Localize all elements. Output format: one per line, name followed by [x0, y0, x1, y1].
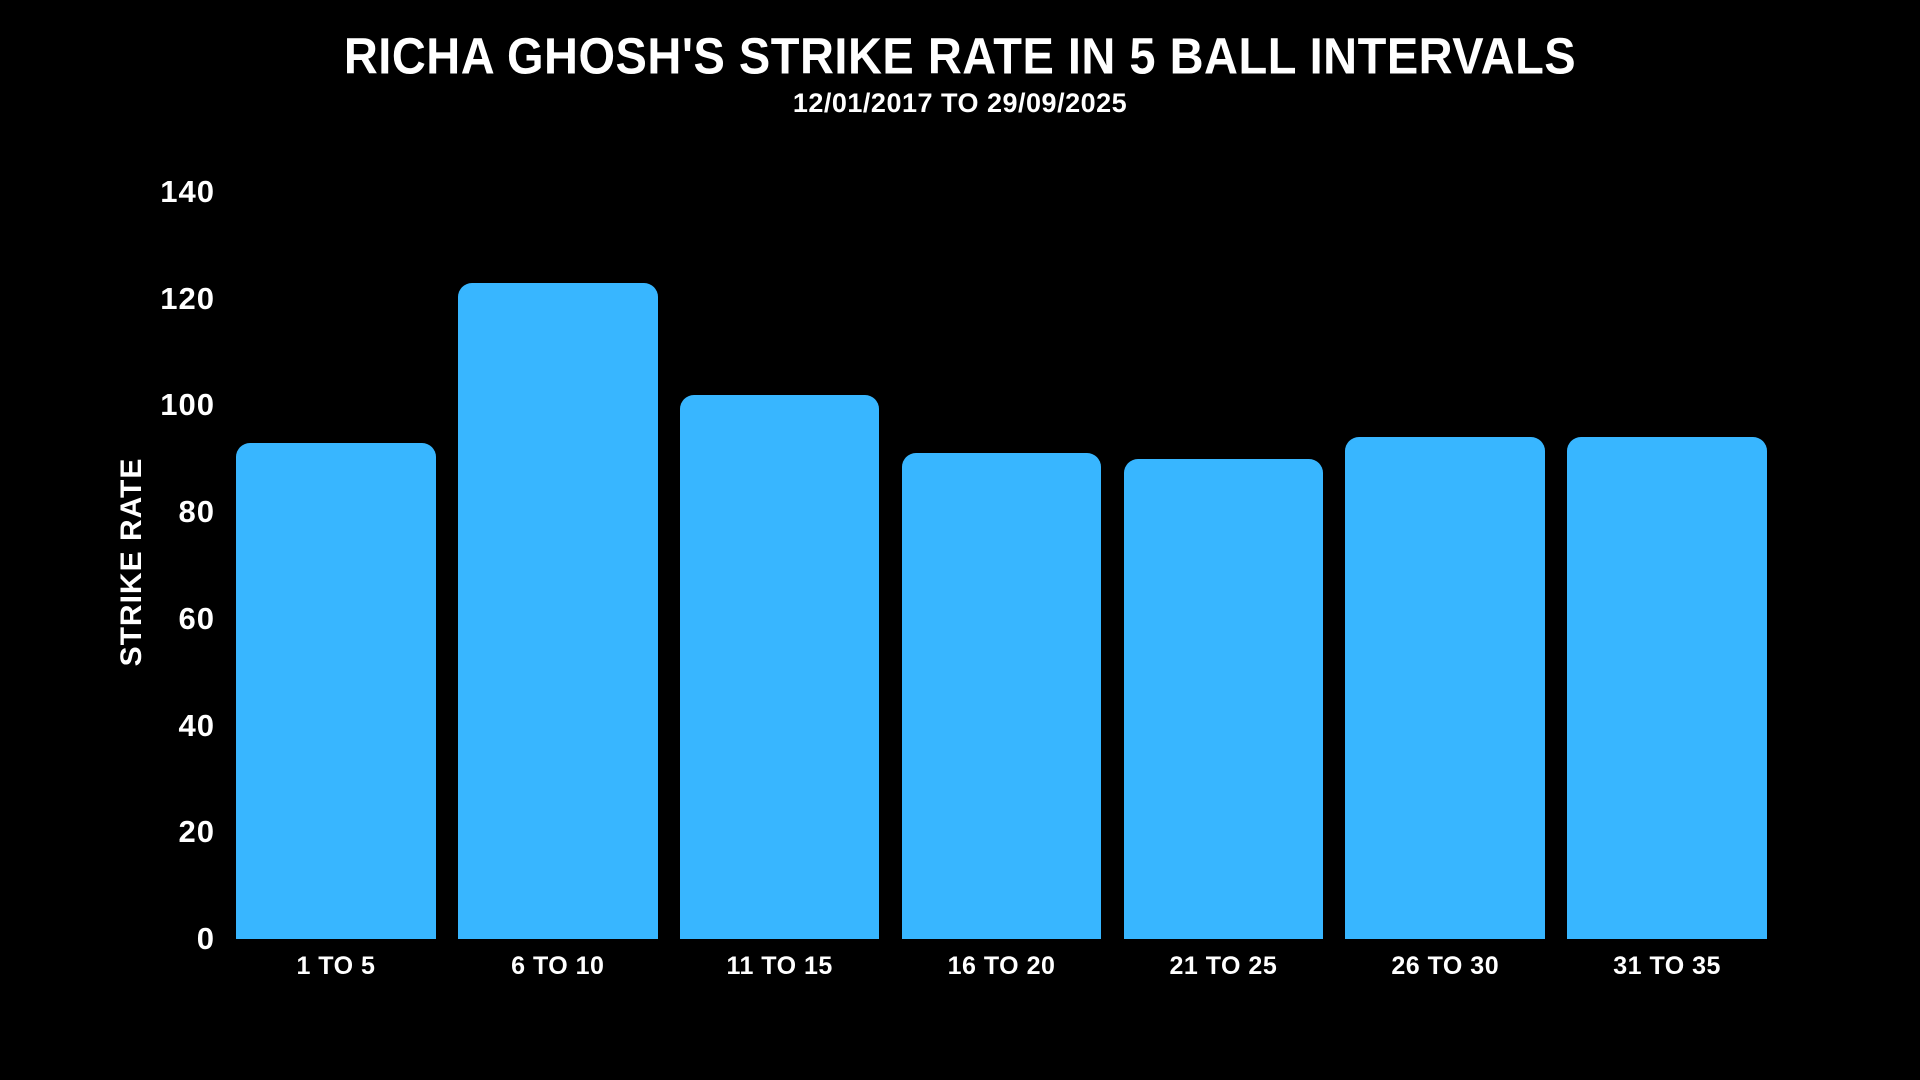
bar-26-to-30 [1345, 437, 1546, 939]
y-tick-label-140: 140 [160, 174, 215, 209]
y-tick-label-40: 40 [178, 707, 215, 743]
x-category-label: 31 TO 35 [1613, 952, 1721, 980]
bar-16-to-20 [901, 453, 1102, 939]
y-tick-label-80: 80 [178, 494, 215, 530]
bar-slot-3: 11 TO 15 [669, 192, 891, 980]
bar-slot-4: 16 TO 20 [891, 192, 1113, 980]
bar-1-to-5 [236, 442, 436, 939]
bar-6-to-10 [457, 282, 658, 939]
y-tick-label-0: 0 [196, 921, 215, 956]
plot-area: 1 TO 5 6 TO 10 11 TO 15 16 TO 20 21 TO 25 26 … [225, 192, 1778, 980]
bar-slot-1: 1 TO 5 [225, 192, 447, 980]
bar-slot-2: 6 TO 10 [447, 192, 669, 980]
bar-11-to-15 [679, 394, 880, 939]
x-category-label: 1 TO 5 [296, 952, 376, 980]
x-category-label: 16 TO 20 [947, 952, 1056, 980]
bar-slot-5: 21 TO 25 [1112, 192, 1334, 980]
x-category-label: 6 TO 10 [511, 952, 605, 980]
y-tick-label-60: 60 [178, 600, 215, 636]
y-tick-label-120: 120 [160, 280, 215, 316]
page-subtitle: 12/01/2017 TO 29/09/2025 [792, 88, 1128, 118]
bar-21-to-25 [1123, 458, 1324, 939]
bar-slot-6: 26 TO 30 [1334, 192, 1556, 980]
y-tick-label-20: 20 [178, 814, 215, 850]
bar-slot-7: 31 TO 35 [1556, 192, 1778, 980]
x-category-label: 11 TO 15 [726, 952, 833, 980]
bar-31-to-35 [1567, 437, 1767, 939]
page-title: RICHA GHOSH'S STRIKE RATE IN 5 BALL INTE… [343, 26, 1577, 85]
x-category-label: 21 TO 25 [1169, 952, 1278, 980]
x-category-label: 26 TO 30 [1391, 952, 1500, 980]
y-tick-label-100: 100 [160, 387, 215, 423]
